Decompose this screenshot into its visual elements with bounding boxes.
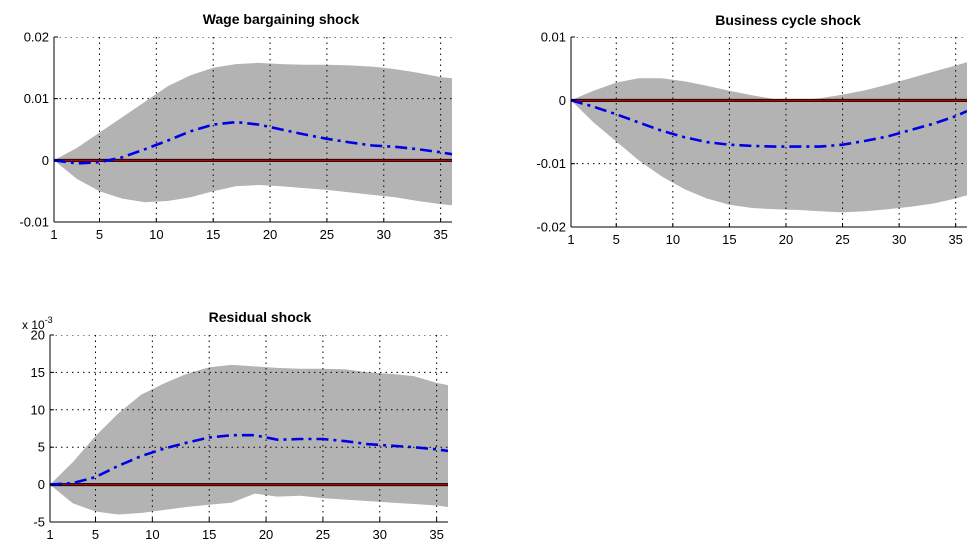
x-tick-label: 25 bbox=[835, 232, 849, 247]
panel-title: Residual shock bbox=[209, 309, 312, 325]
y-tick-label: 0.01 bbox=[24, 91, 49, 106]
confidence-band bbox=[54, 62, 452, 206]
y-tick-label: 15 bbox=[31, 365, 45, 380]
y-tick-label: -5 bbox=[33, 515, 45, 530]
plot-area bbox=[571, 37, 967, 227]
x-tick-label: 35 bbox=[429, 527, 443, 542]
x-tick-label: 1 bbox=[46, 527, 53, 542]
x-tick-label: 30 bbox=[373, 527, 387, 542]
panel-residual-shock: Residual shock x 10-3 1 5 10 15 20 25 30 35-505… bbox=[22, 309, 448, 542]
panel-wage-bargaining-shock: Wage bargaining shock 1 5 10 15 20 25 30 35-0.0… bbox=[19, 11, 452, 242]
y-tick-label: 0.01 bbox=[541, 30, 566, 45]
median-response-line bbox=[571, 99, 967, 148]
x-tick-label: 20 bbox=[259, 527, 273, 542]
confidence-band bbox=[571, 62, 967, 213]
x-tick-label: 1 bbox=[567, 232, 574, 247]
x-tick-label: 10 bbox=[666, 232, 680, 247]
plot-area bbox=[54, 37, 452, 222]
plot-area bbox=[50, 335, 448, 522]
panel-title: Business cycle shock bbox=[715, 12, 861, 28]
y-axis-multiplier: x 10-3 bbox=[22, 315, 53, 332]
y-tick-label: 5 bbox=[38, 440, 45, 455]
x-tick-label: 10 bbox=[145, 527, 159, 542]
y-tick-label: -0.02 bbox=[536, 220, 566, 235]
x-tick-label: 20 bbox=[779, 232, 793, 247]
median-response-line bbox=[50, 433, 448, 486]
x-tick-label: 1 bbox=[50, 227, 57, 242]
x-tick-label: 30 bbox=[892, 232, 906, 247]
x-tick-label: 35 bbox=[948, 232, 962, 247]
panel-business-cycle-shock: Business cycle shock 1 5 10 15 20 25 30 35-0.02… bbox=[536, 12, 967, 247]
x-tick-label: 20 bbox=[263, 227, 277, 242]
x-tick-label: 5 bbox=[613, 232, 620, 247]
x-tick-label: 5 bbox=[92, 527, 99, 542]
x-tick-label: 35 bbox=[433, 227, 447, 242]
y-tick-label: 0.02 bbox=[24, 30, 49, 45]
y-tick-label: 0 bbox=[38, 477, 45, 492]
x-tick-label: 30 bbox=[377, 227, 391, 242]
y-tick-label: -0.01 bbox=[536, 156, 566, 171]
y-tick-label: 20 bbox=[31, 328, 45, 343]
y-tick-label: 0 bbox=[42, 153, 49, 168]
y-tick-label: 10 bbox=[31, 402, 45, 417]
y-axis-multiplier-exponent: -3 bbox=[45, 315, 53, 325]
median-response-line bbox=[54, 120, 452, 165]
x-tick-label: 15 bbox=[206, 227, 220, 242]
y-axis-multiplier-base: x 10 bbox=[22, 318, 45, 332]
x-tick-label: 15 bbox=[722, 232, 736, 247]
panel-title: Wage bargaining shock bbox=[203, 11, 360, 27]
y-tick-label: 0 bbox=[559, 93, 566, 108]
x-tick-label: 15 bbox=[202, 527, 216, 542]
x-tick-label: 5 bbox=[96, 227, 103, 242]
x-tick-label: 25 bbox=[320, 227, 334, 242]
x-tick-label: 25 bbox=[316, 527, 330, 542]
y-tick-label: -0.01 bbox=[19, 215, 49, 230]
x-tick-label: 10 bbox=[149, 227, 163, 242]
confidence-band bbox=[50, 364, 448, 515]
